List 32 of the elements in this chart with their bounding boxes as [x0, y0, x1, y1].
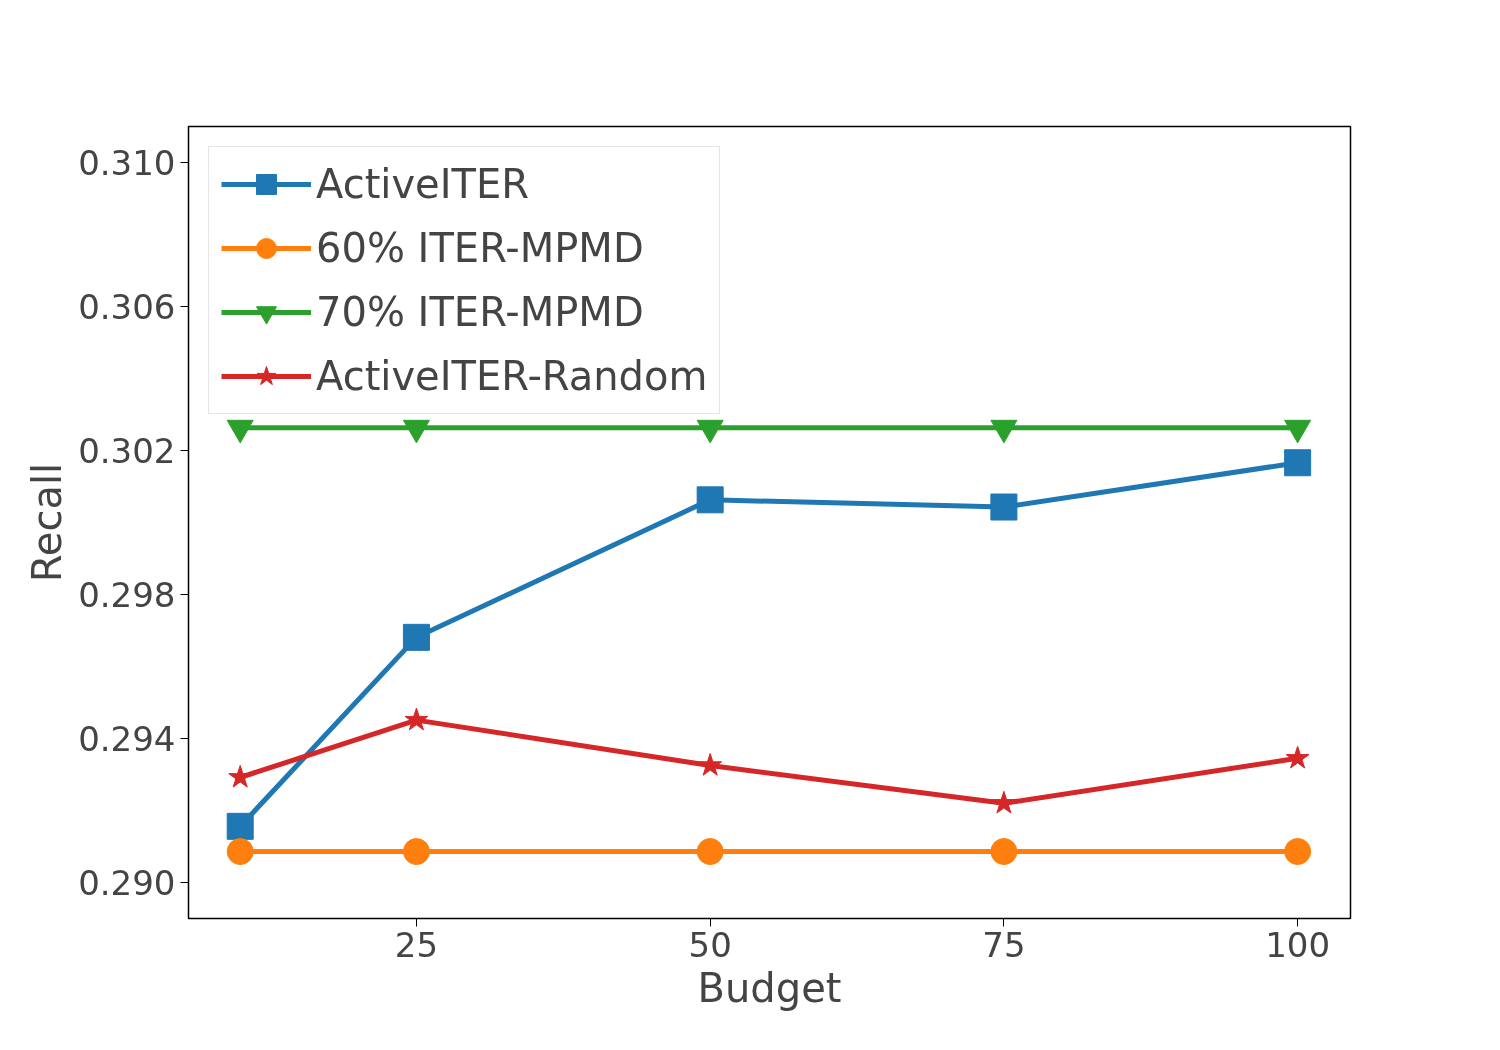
point: [696, 419, 724, 444]
point: [1284, 838, 1312, 866]
point: [402, 838, 430, 866]
point: [1284, 419, 1312, 444]
point: [226, 838, 254, 866]
point: [696, 838, 724, 866]
legend-label: ActiveITER-Random: [316, 353, 708, 399]
y-tick-label: 0.302: [78, 431, 176, 471]
point: [698, 753, 723, 776]
legend-label: ActiveITER: [316, 161, 530, 207]
point: [990, 419, 1018, 444]
point: [1285, 745, 1310, 769]
point: [226, 812, 254, 840]
x-tick-label: 50: [688, 924, 732, 965]
y-tick-label: 0.290: [78, 863, 176, 903]
point: [402, 419, 430, 444]
legend-label: 70% ITER-MPMD: [316, 289, 644, 335]
point: [990, 838, 1018, 866]
y-tick-label: 0.310: [78, 143, 176, 183]
y-tick-label: 0.306: [78, 287, 176, 327]
y-axis-title: Recall: [24, 462, 71, 583]
x-tick-label: 25: [394, 924, 439, 965]
point: [991, 790, 1016, 814]
point: [402, 623, 430, 651]
x-tick-label: 100: [1265, 924, 1331, 965]
point: [226, 419, 254, 444]
y-tick-label: 0.294: [78, 719, 176, 759]
x-axis-title: Budget: [697, 964, 842, 1011]
legend-label: 60% ITER-MPMD: [316, 225, 644, 271]
point: [404, 707, 429, 731]
x-tick-label: 75: [982, 924, 1026, 965]
y-tick-label: 0.298: [78, 575, 176, 615]
